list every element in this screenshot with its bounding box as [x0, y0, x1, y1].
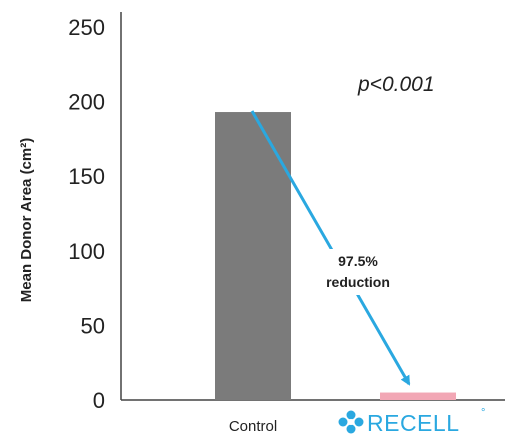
- y-axis-label: Mean Donor Area (cm²): [18, 138, 35, 302]
- bar-recell: [380, 392, 456, 400]
- recell-brand-name: RECELL: [367, 410, 459, 436]
- p-value-annotation: p<0.001: [357, 73, 435, 96]
- recell-logo-icon: [338, 410, 364, 434]
- y-tick-label: 0: [93, 388, 105, 413]
- y-tick-label: 200: [68, 90, 105, 115]
- y-tick-label: 100: [68, 239, 105, 264]
- bars: [215, 112, 456, 400]
- category-label-recell: RECELL °: [338, 407, 485, 436]
- reduction-label-background: [312, 249, 404, 295]
- reduction-arrow: [250, 110, 411, 386]
- reduction-percent-label: 97.5%: [338, 253, 378, 269]
- reduction-word-label: reduction: [326, 274, 390, 290]
- y-tick-label: 150: [68, 164, 105, 189]
- y-tick-label: 50: [81, 313, 105, 338]
- y-tick-label: 250: [68, 15, 105, 40]
- recell-brand-mark: °: [481, 407, 485, 419]
- category-label-control: Control: [229, 418, 277, 435]
- bar-control: [215, 112, 291, 400]
- y-tick-labels: 0 50 100 150 200 250: [68, 15, 105, 413]
